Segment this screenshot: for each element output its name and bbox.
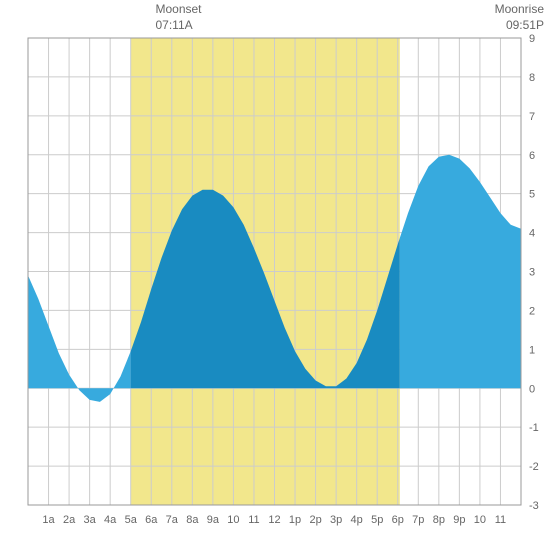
moonrise-time: 09:51P xyxy=(495,18,544,34)
y-tick-label: 6 xyxy=(529,150,535,162)
moonrise-label: Moonrise 09:51P xyxy=(495,2,544,33)
x-tick-label: 4a xyxy=(104,514,117,526)
x-tick-label: 11 xyxy=(248,514,259,526)
y-tick-label: 3 xyxy=(529,267,535,279)
x-tick-label: 3a xyxy=(84,514,97,526)
y-tick-label: 1 xyxy=(529,344,535,356)
x-tick-label: 6p xyxy=(392,514,404,526)
tide-chart: Moonset 07:11A Moonrise 09:51P 1a2a3a4a5… xyxy=(0,0,550,550)
x-tick-label: 7p xyxy=(412,514,424,526)
x-tick-label: 7a xyxy=(166,514,179,526)
x-tick-label: 2a xyxy=(63,514,76,526)
y-tick-label: 4 xyxy=(529,228,535,240)
moonset-title: Moonset xyxy=(155,2,201,16)
x-tick-label: 8a xyxy=(186,514,199,526)
x-tick-label: 8p xyxy=(433,514,445,526)
y-tick-label: 7 xyxy=(529,111,535,123)
x-tick-label: 5p xyxy=(371,514,383,526)
x-tick-label: 9p xyxy=(453,514,465,526)
y-tick-label: 5 xyxy=(529,189,535,201)
x-tick-label: 4p xyxy=(351,514,363,526)
x-tick-label: 10 xyxy=(227,514,239,526)
x-tick-label: 10 xyxy=(474,514,486,526)
chart-svg: 1a2a3a4a5a6a7a8a9a1011121p2p3p4p5p6p7p8p… xyxy=(0,0,550,550)
y-tick-label: -1 xyxy=(529,422,539,434)
x-tick-label: 2p xyxy=(309,514,321,526)
x-tick-label: 9a xyxy=(207,514,220,526)
x-tick-label: 11 xyxy=(495,514,506,526)
x-tick-label: 1p xyxy=(289,514,301,526)
y-tick-label: 9 xyxy=(529,33,535,45)
x-tick-label: 12 xyxy=(268,514,280,526)
moonset-label: Moonset 07:11A xyxy=(155,2,201,33)
y-tick-label: 8 xyxy=(529,72,535,84)
x-tick-label: 5a xyxy=(125,514,138,526)
y-tick-label: 0 xyxy=(529,383,535,395)
y-tick-label: -3 xyxy=(529,500,539,512)
x-tick-label: 6a xyxy=(145,514,158,526)
y-tick-label: 2 xyxy=(529,305,535,317)
moonrise-title: Moonrise xyxy=(495,2,544,16)
moonset-time: 07:11A xyxy=(155,18,201,34)
x-tick-label: 3p xyxy=(330,514,342,526)
x-tick-label: 1a xyxy=(42,514,55,526)
y-tick-label: -2 xyxy=(529,461,539,473)
